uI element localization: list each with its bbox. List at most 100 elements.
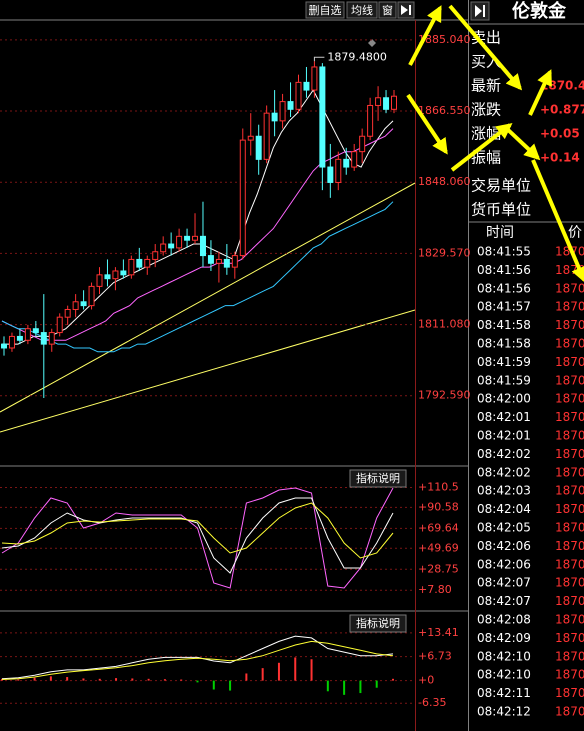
- candle-body: [327, 166, 334, 183]
- quote-label: 货币单位: [471, 201, 531, 219]
- y-tick-label: 1885.040: [418, 33, 471, 46]
- candle-body: [40, 332, 47, 345]
- trade-price: 1870: [555, 539, 584, 553]
- trade-price: 1870: [555, 502, 584, 516]
- candle-body: [231, 255, 238, 268]
- trade-time: 08:41:59: [477, 373, 531, 387]
- candle-body: [335, 158, 342, 183]
- trade-time: 08:41:55: [477, 245, 531, 259]
- candle-body: [168, 243, 175, 249]
- y-tick-label: +7.80: [418, 583, 452, 596]
- candle-body: [144, 258, 151, 268]
- indicator-button[interactable]: [349, 614, 407, 633]
- charts: 删自选 均线 窗 1885.040 1866.550 1848.060 1829.570 18…: [0, 1, 471, 709]
- trade-time: 08:42:10: [477, 649, 531, 663]
- y-tick-label: +0: [418, 674, 434, 687]
- trade-price: 1870: [555, 300, 584, 314]
- toolbar-button[interactable]: [305, 1, 345, 19]
- table-header: 价: [568, 225, 582, 241]
- trade-price: 1870: [555, 557, 584, 571]
- trade-price: 1870: [555, 668, 584, 682]
- trade-price: 1870: [555, 521, 584, 535]
- trade-time: 08:41:56: [477, 281, 531, 295]
- trade-time: 08:42:07: [477, 576, 531, 590]
- candle-body: [80, 301, 87, 307]
- trade-price: 1870: [555, 373, 584, 387]
- candle-body: [96, 274, 103, 287]
- collapse-icon[interactable]: [397, 1, 415, 19]
- candle-body: [303, 81, 310, 91]
- y-tick-label: +69.64: [418, 521, 459, 534]
- quote-panel: 卖出买入最新1870.40涨跌+0.877涨幅+0.05振幅+0.14交易单位货…: [471, 29, 584, 719]
- candle-body: [199, 235, 206, 257]
- candle-body: [56, 316, 63, 334]
- toolbar-button[interactable]: [346, 1, 378, 19]
- candle-body: [176, 235, 183, 249]
- y-tick-label: 1848.060: [418, 175, 471, 188]
- trade-time: 08:42:10: [477, 668, 531, 682]
- trend-line: [0, 182, 416, 413]
- indicator-button-label[interactable]: 指标说明: [356, 616, 400, 630]
- trade-time: 08:42:05: [477, 521, 531, 535]
- trade-price: 1870: [555, 649, 584, 663]
- candle-body: [136, 258, 143, 268]
- candle-body: [24, 328, 31, 341]
- y-tick-label: +13.41: [418, 626, 459, 639]
- indicator-line: [1, 635, 394, 680]
- indicator-button-label[interactable]: 指标说明: [356, 471, 400, 485]
- y-tick-label: +90.58: [418, 500, 459, 513]
- candle-body: [223, 258, 230, 268]
- trade-price: 1870: [555, 318, 584, 332]
- trade-time: 08:42:04: [477, 502, 531, 516]
- trade-price: 1870: [555, 281, 584, 295]
- y-tick-label: 1866.550: [418, 104, 471, 117]
- candle-body: [64, 308, 71, 318]
- trade-time: 08:42:11: [477, 686, 531, 700]
- toolbar-button-label[interactable]: 均线: [351, 3, 373, 17]
- trade-price: 1870: [555, 594, 584, 608]
- candle-body: [351, 151, 358, 168]
- trade-time: 08:42:09: [477, 631, 531, 645]
- toolbar-button[interactable]: [378, 1, 397, 19]
- candle-body: [263, 112, 270, 160]
- candle-body: [247, 135, 254, 141]
- candle-body: [152, 251, 159, 260]
- candle-body: [104, 274, 111, 280]
- candle-body: [287, 101, 294, 110]
- expand-icon[interactable]: [470, 1, 490, 21]
- candle-body: [72, 301, 79, 310]
- indicator-line: [1, 640, 394, 680]
- indicator-line: [1, 487, 394, 589]
- trade-price: 1870: [555, 392, 584, 406]
- candle-body: [184, 235, 191, 241]
- moving-average-line: [1, 201, 394, 353]
- trade-time: 08:42:02: [477, 447, 531, 461]
- y-tick-label: 1829.570: [418, 246, 471, 259]
- indicator-button[interactable]: [349, 469, 407, 488]
- candle-body: [207, 255, 214, 264]
- trade-time: 08:42:06: [477, 539, 531, 553]
- toolbar-button-label[interactable]: 删自选: [309, 4, 342, 17]
- trade-time: 08:41:56: [477, 263, 531, 277]
- table-header: 时间: [486, 225, 514, 241]
- indicator-line: [1, 502, 394, 559]
- instrument-title: 伦敦金: [512, 0, 567, 22]
- trade-price: 1870: [555, 429, 584, 443]
- candle-body: [1, 343, 7, 349]
- annotation-arrows: [406, 4, 584, 283]
- toolbar-button-label[interactable]: 窗: [382, 3, 393, 17]
- candle-body: [215, 258, 222, 264]
- y-tick-label: 1811.080: [418, 318, 471, 331]
- candle-body: [391, 95, 397, 110]
- candle-body: [88, 285, 95, 307]
- candle-body: [32, 328, 39, 334]
- candle-body: [367, 104, 374, 137]
- candle-body: [255, 135, 262, 160]
- peak-annotation: 1879.4800: [327, 50, 387, 63]
- candle-body: [311, 66, 318, 91]
- trade-time: 08:42:07: [477, 594, 531, 608]
- candle-body: [319, 66, 326, 168]
- trade-price: 1870: [555, 465, 584, 479]
- candle-body: [48, 332, 55, 345]
